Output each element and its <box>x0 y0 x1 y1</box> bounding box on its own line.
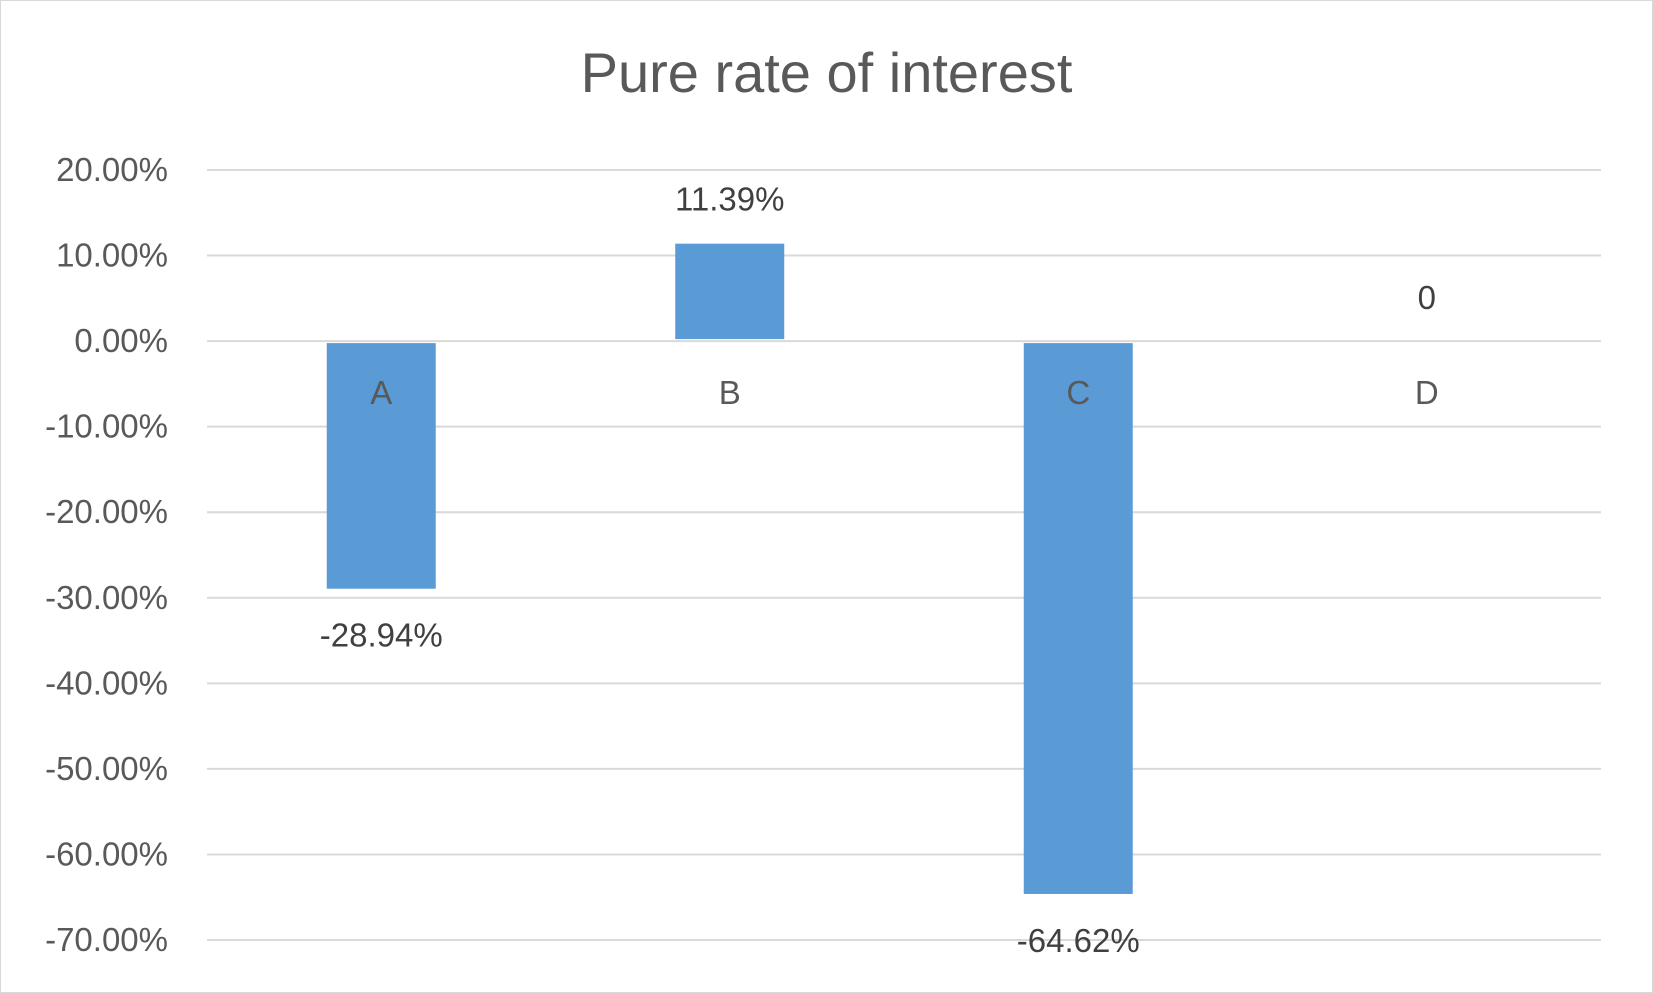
y-tick-label: 10.00% <box>56 237 168 274</box>
data-label-d: 0 <box>1418 279 1436 316</box>
category-label-d: D <box>1415 374 1439 411</box>
category-labels: A B C D <box>370 374 1438 411</box>
y-tick-label: -10.00% <box>45 408 168 445</box>
category-label-a: A <box>370 374 392 411</box>
y-tick-label: -50.00% <box>45 750 168 787</box>
gridlines <box>207 169 1601 941</box>
data-labels: -28.94% 11.39% -64.62% 0 <box>320 181 1436 959</box>
bar-a <box>326 343 436 589</box>
bar-b <box>675 243 785 340</box>
bar-c <box>1023 343 1133 894</box>
data-label-a: -28.94% <box>320 617 443 654</box>
chart-title: Pure rate of interest <box>580 41 1073 104</box>
category-label-b: B <box>719 374 741 411</box>
y-tick-label: -70.00% <box>45 921 168 958</box>
y-tick-label: 20.00% <box>56 151 168 188</box>
y-tick-label: -60.00% <box>45 835 168 872</box>
y-tick-label: -20.00% <box>45 493 168 530</box>
category-label-c: C <box>1066 374 1090 411</box>
bars <box>326 243 1133 894</box>
data-label-c: -64.62% <box>1017 922 1140 959</box>
y-tick-label: -40.00% <box>45 664 168 701</box>
y-axis-tick-labels: 20.00% 10.00% 0.00% -10.00% -20.00% -30.00% -4… <box>45 151 168 958</box>
data-label-b: 11.39% <box>675 181 784 218</box>
y-tick-label: -30.00% <box>45 579 168 616</box>
y-tick-label: 0.00% <box>74 322 168 359</box>
